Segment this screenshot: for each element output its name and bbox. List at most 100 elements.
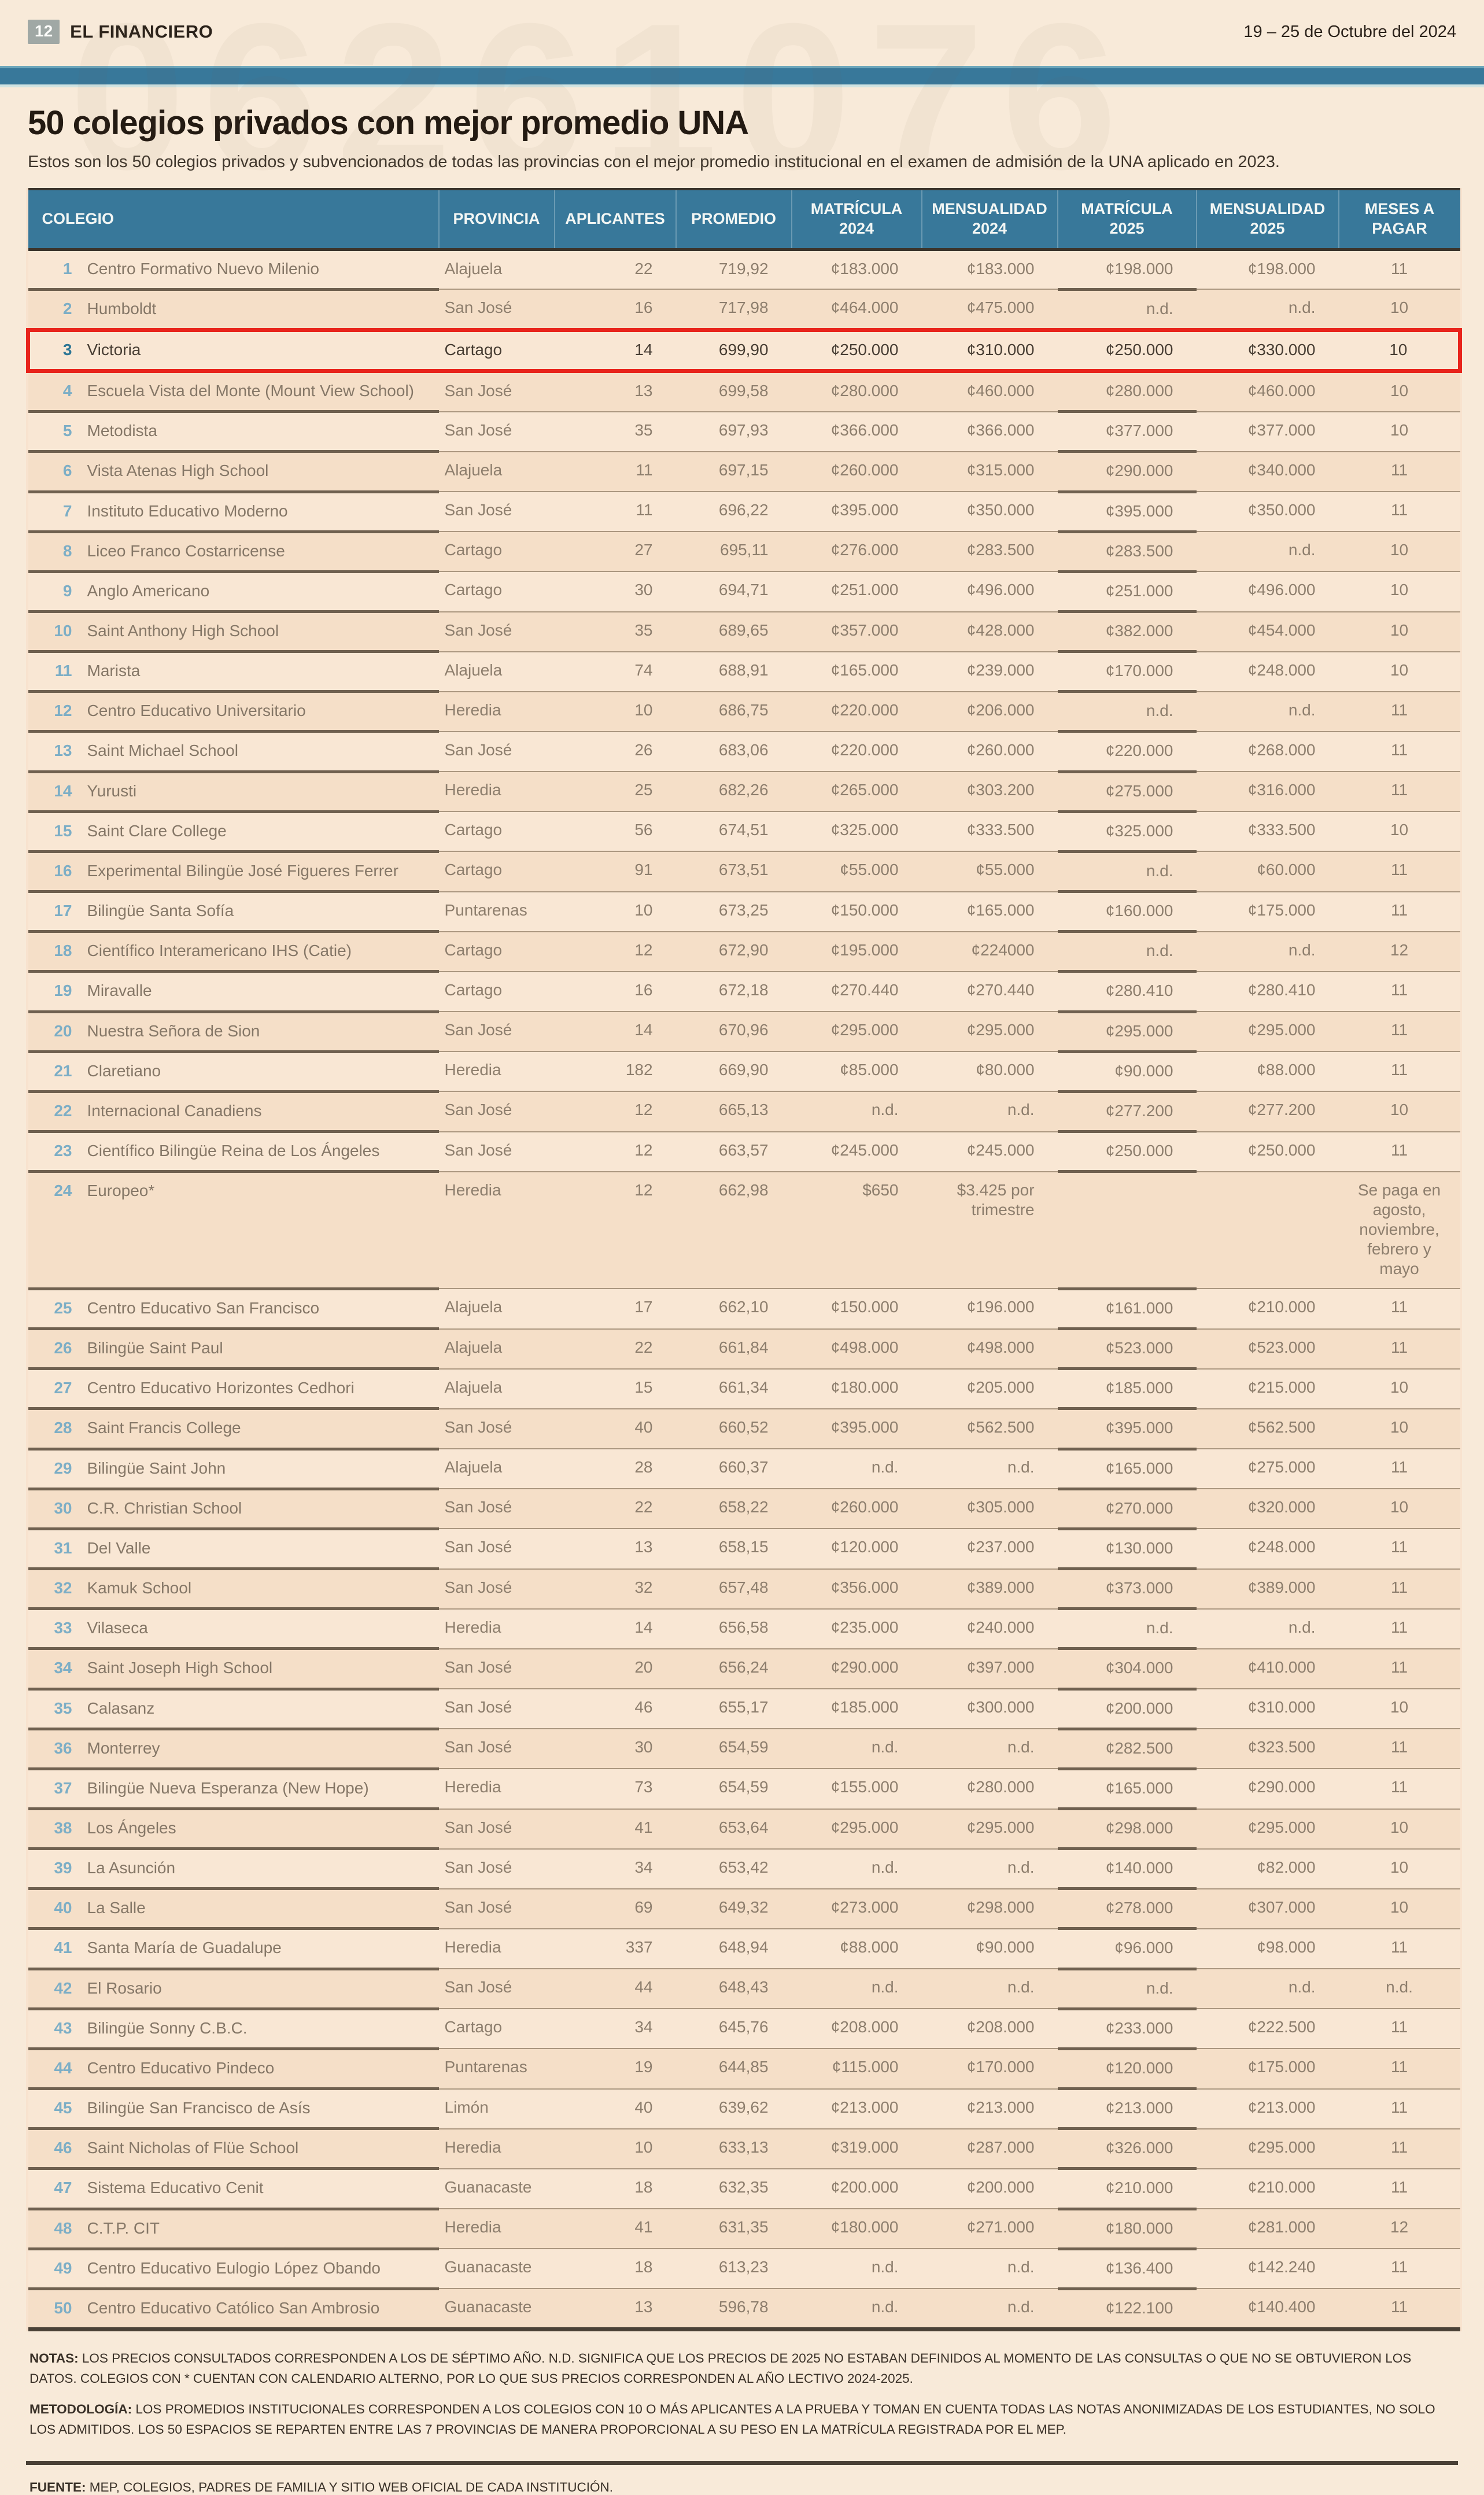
table-row: 7 Instituto Educativo Moderno San José 1… [28,492,1460,533]
cell-provincia: Alajuela [438,651,555,692]
table-row: 11 Marista Alajuela 74 688,91 ¢165.000 ¢… [28,651,1460,693]
metodologia-paragraph: METODOLOGÍA: LOS PROMEDIOS INSTITUCIONAL… [29,2400,1455,2440]
cell-provincia: Cartago [438,971,555,1013]
cell-promedio: 661,84 [675,1328,792,1370]
cell-colegio: Europeo* [80,1171,439,1290]
cell-provincia: San José [438,1648,555,1690]
cell-colegio: Bilingüe Saint John [80,1449,439,1490]
table-row: 26 Bilingüe Saint Paul Alajuela 22 661,8… [28,1328,1460,1371]
cell-matricula-2024: ¢155.000 [791,1769,922,1810]
cell-promedio: 657,48 [675,1568,792,1610]
cell-meses-a-pagar: 11 [1338,2049,1460,2090]
cell-matricula-2025: ¢122.100 [1057,2289,1197,2331]
cell-meses-a-pagar: 11 [1338,2088,1460,2129]
cell-matricula-2025: ¢251.000 [1057,571,1197,614]
cell-colegio: Calasanz [80,1689,439,1730]
cell-matricula-2024: ¢250.000 [791,327,922,374]
column-header-3: PROMEDIO [675,189,792,251]
cell-provincia: San José [438,289,555,331]
cell-matricula-2024: n.d. [791,2289,922,2330]
cell-promedio: 656,58 [675,1608,792,1649]
cell-promedio: 633,13 [675,2128,792,2169]
cell-aplicantes: 40 [554,2088,676,2129]
cell-mensualidad-2025: ¢213.000 [1196,2088,1339,2129]
cell-aplicantes: 22 [554,249,676,290]
cell-colegio: Los Ángeles [80,1808,439,1851]
cell-mensualidad-2024: ¢305.000 [921,1489,1058,1530]
cell-provincia: Heredia [438,772,555,813]
table-row: 28 Saint Francis College San José 40 660… [28,1408,1460,1451]
table-header: COLEGIO PROVINCIA APLICANTES PROMEDIO MATRÍC… [28,189,1460,251]
cell-aplicantes: 44 [554,1969,676,2010]
cell-aplicantes: 18 [554,2168,676,2210]
cell-meses-a-pagar: 10 [1338,289,1460,331]
cell-rank: 20 [28,1012,80,1053]
cell-matricula-2025: ¢90.000 [1057,1051,1197,1093]
cell-matricula-2025: ¢136.400 [1057,2249,1197,2290]
cell-colegio: Claretiano [80,1051,439,1093]
table-row: 15 Saint Clare College Cartago 56 674,51… [28,811,1460,853]
cell-matricula-2024: n.d. [791,1969,922,2010]
cell-colegio: Bilingüe Sonny C.B.C. [80,2009,439,2050]
cell-mensualidad-2025: n.d. [1196,931,1339,972]
cell-meses-a-pagar: 10 [1338,1848,1460,1889]
column-header-1: PROVINCIA [438,189,555,251]
cell-mensualidad-2024: ¢460.000 [921,371,1058,412]
table-body: 1 Centro Formativo Nuevo Milenio Alajuel… [26,249,1463,2331]
cell-matricula-2025: ¢278.000 [1057,1888,1197,1931]
cell-matricula-2025: n.d. [1057,931,1197,973]
cell-colegio: Bilingüe Santa Sofía [80,891,439,933]
cell-mensualidad-2024: ¢397.000 [921,1648,1058,1690]
cell-promedio: 648,43 [675,1969,792,2010]
cell-aplicantes: 18 [554,2249,676,2290]
cell-colegio: Saint Francis College [80,1408,439,1451]
cell-rank: 26 [28,1328,80,1371]
cell-matricula-2024: ¢295.000 [791,1808,922,1850]
table-row: 6 Vista Atenas High School Alajuela 11 6… [28,451,1460,493]
cell-colegio: Saint Nicholas of Flüe School [80,2128,439,2171]
cell-promedio: 663,57 [675,1131,792,1172]
cell-mensualidad-2024: ¢300.000 [921,1689,1058,1730]
cell-mensualidad-2024: ¢287.000 [921,2128,1058,2169]
cell-mensualidad-2025: ¢350.000 [1196,492,1339,533]
cell-aplicantes: 12 [554,1131,676,1172]
cell-rank: 35 [28,1689,80,1730]
cell-matricula-2024: ¢208.000 [791,2009,922,2050]
cell-promedio: 697,15 [675,451,792,493]
table-row: 44 Centro Educativo Pindeco Puntarenas 1… [28,2049,1460,2091]
cell-colegio: Vista Atenas High School [80,451,439,493]
cell-meses-a-pagar: 11 [1338,1568,1460,1610]
notes-block: NOTAS: LOS PRECIOS CONSULTADOS CORRESPON… [26,2331,1458,2465]
cell-promedio: 653,64 [675,1808,792,1850]
cell-rank: 32 [28,1568,80,1611]
page-title: 50 colegios privados con mejor promedio … [28,104,749,142]
cell-colegio: Del Valle [80,1529,439,1571]
table-row: 12 Centro Educativo Universitario Heredi… [28,691,1460,733]
cell-matricula-2024: ¢165.000 [791,651,922,692]
table-row: 37 Bilingüe Nueva Esperanza (New Hope) H… [28,1769,1460,1811]
cell-mensualidad-2024: n.d. [921,1729,1058,1770]
cell-matricula-2025: ¢270.000 [1057,1489,1197,1530]
cell-colegio: Experimental Bilingüe José Figueres Ferr… [80,851,439,894]
cell-provincia: Cartago [438,327,555,374]
cell-colegio: Escuela Vista del Monte (Mount View Scho… [80,371,439,414]
cell-colegio: Yurusti [80,772,439,813]
cell-promedio: 674,51 [675,811,792,852]
cell-mensualidad-2025: ¢320.000 [1196,1489,1339,1530]
table-row: 25 Centro Educativo San Francisco Alajue… [28,1289,1460,1331]
table-row: 29 Bilingüe Saint John Alajuela 28 660,3… [28,1449,1460,1490]
cell-matricula-2025: ¢165.000 [1057,1449,1197,1490]
cell-meses-a-pagar: 11 [1338,492,1460,533]
cell-promedio: 686,75 [675,691,792,732]
cell-provincia: San José [438,371,555,412]
cell-matricula-2024: ¢276.000 [791,532,922,573]
cell-promedio: 645,76 [675,2009,792,2050]
cell-mensualidad-2024: ¢475.000 [921,289,1058,331]
cell-aplicantes: 10 [554,891,676,932]
table-row: 27 Centro Educativo Horizontes Cedhori A… [28,1368,1460,1411]
cell-matricula-2025: ¢165.000 [1057,1769,1197,1811]
cell-mensualidad-2025: ¢175.000 [1196,2049,1339,2090]
cell-matricula-2025: n.d. [1057,691,1197,733]
cell-aplicantes: 16 [554,971,676,1013]
cell-matricula-2024: ¢265.000 [791,772,922,813]
